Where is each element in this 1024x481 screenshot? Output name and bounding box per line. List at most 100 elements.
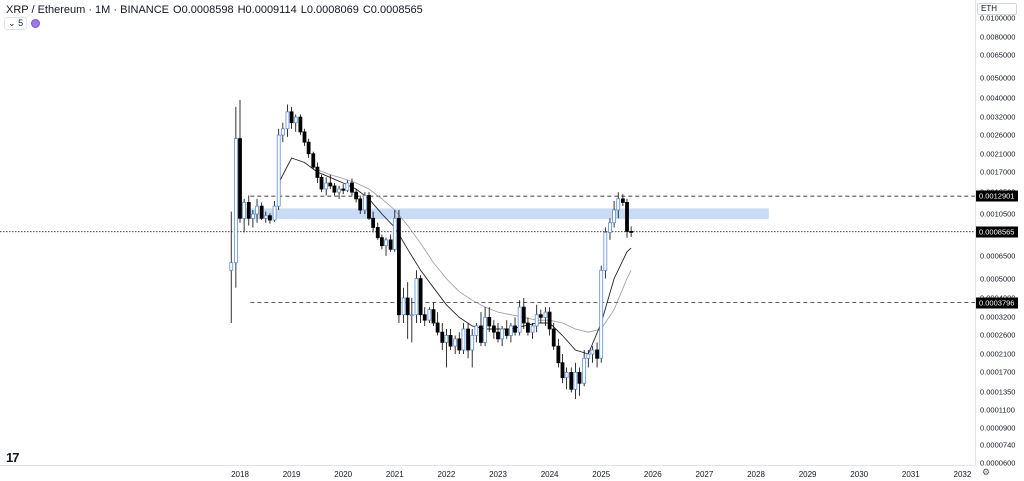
time-axis[interactable]: 2018 2019 2020 2021 2022 2023 2024 2025 2026 2027…	[0, 465, 975, 481]
collapse-indicators-button[interactable]: ⌄ 5	[4, 17, 28, 30]
candle-body	[341, 188, 346, 191]
candle-body	[401, 297, 406, 316]
candle-body	[500, 328, 505, 340]
candle	[577, 367, 582, 396]
candle	[350, 178, 354, 196]
indicator-icon[interactable]	[31, 19, 41, 28]
candle	[582, 349, 587, 387]
candle	[371, 211, 376, 233]
candle-body	[250, 213, 255, 219]
candle-body	[543, 311, 548, 318]
candle-body	[379, 237, 384, 247]
candle	[487, 307, 492, 333]
ohlc-close: C0.0008565	[362, 4, 423, 16]
candle-body	[547, 311, 552, 330]
candle-body	[285, 111, 290, 130]
candle-body	[431, 309, 436, 324]
candle	[483, 307, 488, 347]
candle-body	[466, 328, 470, 351]
ohlc-low: L0.0008069	[300, 4, 359, 16]
candle	[599, 265, 604, 363]
candle	[444, 329, 449, 368]
time-tick-label: 2031	[901, 470, 920, 479]
time-tick-label: 2025	[592, 470, 611, 479]
candle-body	[530, 325, 535, 333]
symbol-title[interactable]: XRP / Ethereum · 1M · BINANCE	[6, 4, 170, 16]
price-tick-label: 0.0005000	[980, 274, 1016, 284]
candle-body	[324, 182, 329, 190]
candle	[414, 270, 419, 324]
candle	[616, 192, 621, 219]
candle	[573, 362, 578, 400]
candle	[233, 106, 238, 288]
price-chart[interactable]	[0, 0, 975, 465]
candle-body	[246, 202, 251, 219]
candle	[263, 211, 268, 223]
ma-fast-line	[278, 157, 632, 355]
candle	[569, 367, 574, 393]
candle-body	[302, 131, 307, 143]
candle-body	[487, 316, 492, 327]
candle-body	[276, 134, 281, 207]
price-tick-label: 0.0006500	[980, 251, 1016, 261]
price-tick-label: 0.0000900	[980, 423, 1016, 433]
candle	[401, 287, 406, 324]
candle-body	[371, 217, 376, 228]
candle-body	[414, 278, 419, 316]
candle	[250, 209, 255, 228]
candle-body	[595, 349, 599, 359]
candle-body	[440, 331, 445, 343]
candle-body	[483, 316, 488, 343]
candle	[526, 317, 530, 336]
candle	[298, 114, 303, 136]
candle	[255, 198, 259, 223]
candle	[328, 174, 333, 190]
candle-body	[337, 188, 341, 193]
candle	[543, 307, 548, 326]
price-tick-label: 0.0026000	[980, 130, 1016, 140]
price-tick-label: 0.0017000	[980, 167, 1016, 177]
candle-body	[608, 222, 612, 233]
time-tick-label: 2020	[334, 470, 353, 479]
candle	[590, 346, 595, 363]
candle	[246, 195, 251, 226]
candle-body	[590, 349, 595, 355]
candle-body	[306, 141, 311, 155]
candle	[367, 192, 371, 221]
candle	[625, 198, 629, 238]
candle	[595, 342, 599, 368]
price-tick-label: 0.0065000	[980, 50, 1016, 60]
candle-body	[388, 239, 393, 250]
candle	[504, 320, 509, 339]
candle-body	[625, 202, 629, 232]
candle	[306, 138, 311, 158]
candle	[530, 323, 535, 339]
candle	[229, 211, 234, 324]
candle-body	[405, 297, 410, 316]
candle	[319, 174, 324, 193]
ohlc-open: O0.0008598	[173, 4, 234, 16]
settings-icon[interactable]: ⚙	[982, 467, 991, 477]
candle-body	[384, 239, 388, 247]
candle	[500, 325, 505, 347]
tradingview-logo[interactable]: 17	[6, 450, 20, 465]
candle	[453, 335, 458, 355]
candle	[375, 222, 380, 240]
candle	[285, 104, 290, 137]
candle	[547, 307, 552, 336]
candle-body	[263, 215, 268, 219]
candle-body	[354, 191, 359, 200]
candle	[521, 297, 526, 330]
candle	[276, 128, 281, 210]
price-tick-label: 0.0040000	[980, 93, 1016, 103]
candle	[337, 185, 341, 199]
price-tick-label: 0.0000600	[980, 458, 1016, 468]
candle	[479, 312, 483, 347]
candle	[293, 114, 298, 132]
candle-body	[238, 138, 242, 219]
currency-button[interactable]: ETH	[977, 3, 1017, 15]
candle	[397, 209, 401, 324]
candle-body	[461, 328, 466, 351]
time-tick-label: 2030	[850, 470, 869, 479]
candle	[315, 162, 320, 184]
